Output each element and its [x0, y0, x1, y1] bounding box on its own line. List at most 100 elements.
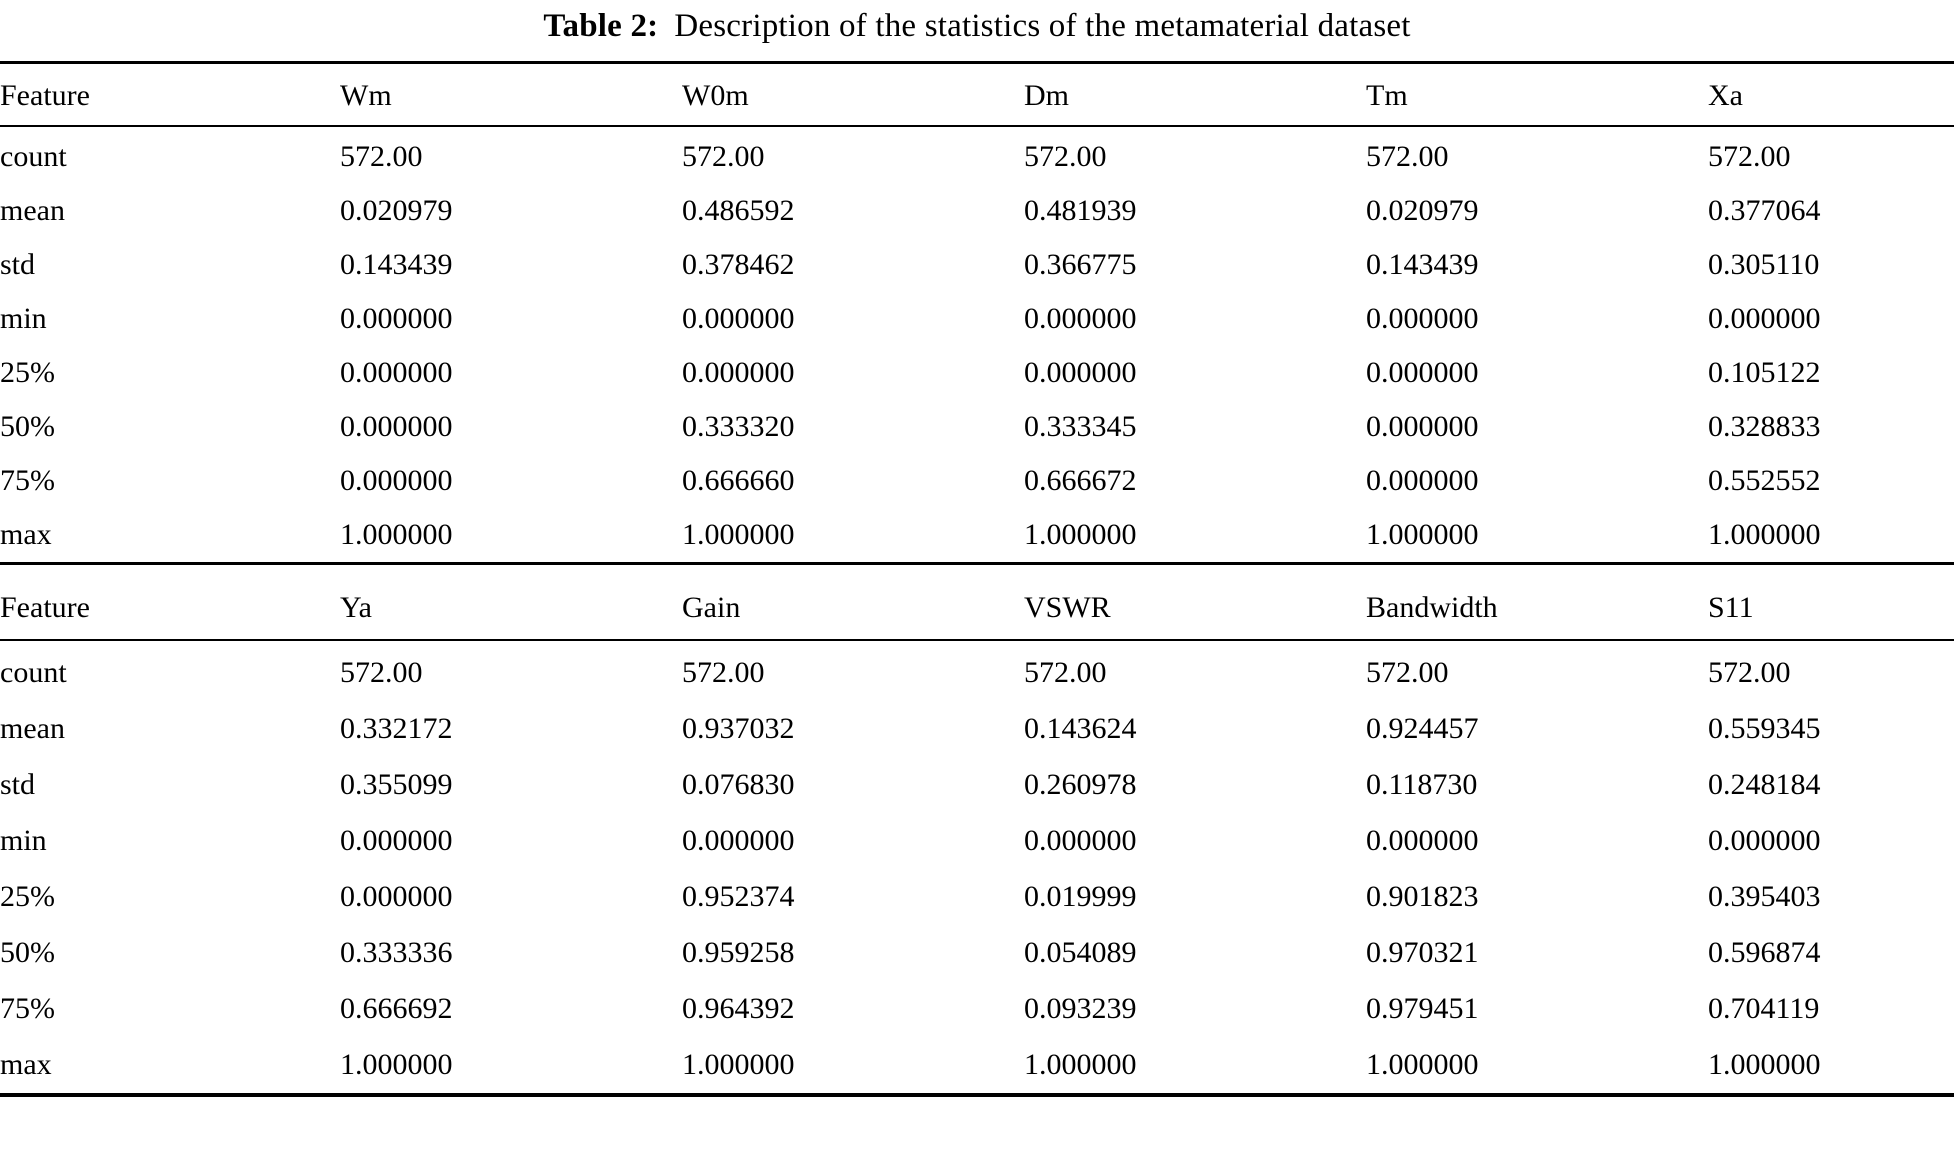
column-header: Wm — [340, 62, 682, 127]
table-row: count 572.00 572.00 572.00 572.00 572.00 — [0, 126, 1954, 184]
cell: 1.000000 — [682, 518, 795, 551]
cell: 1.000000 — [1708, 518, 1821, 551]
cell: 0.000000 — [1366, 464, 1479, 497]
cell: 0.666660 — [682, 464, 795, 497]
cell: 0.959258 — [682, 936, 795, 969]
cell: 0.937032 — [682, 712, 795, 745]
header-row: Feature Ya Gain VSWR Bandwidth S11 — [0, 565, 1954, 641]
row-label: count — [0, 140, 67, 173]
table-row: 50% 0.000000 0.333320 0.333345 0.000000 … — [0, 400, 1954, 454]
cell: 0.333336 — [340, 936, 453, 969]
cell: 0.666692 — [340, 992, 453, 1025]
cell: 572.00 — [1024, 656, 1107, 689]
column-header: Tm — [1366, 62, 1708, 127]
cell: 0.000000 — [1366, 356, 1479, 389]
cell: 1.000000 — [1024, 518, 1137, 551]
row-label: 75% — [0, 464, 55, 497]
row-label: 75% — [0, 992, 55, 1025]
cell: 572.00 — [682, 140, 765, 173]
cell: 0.000000 — [340, 302, 453, 335]
cell: 0.118730 — [1366, 768, 1478, 801]
cell: 0.000000 — [1708, 302, 1821, 335]
table-row: 25% 0.000000 0.952374 0.019999 0.901823 … — [0, 869, 1954, 925]
cell: 1.000000 — [340, 518, 453, 551]
table-row: std 0.355099 0.076830 0.260978 0.118730 … — [0, 757, 1954, 813]
column-header: Bandwidth — [1366, 565, 1708, 641]
cell: 0.000000 — [340, 410, 453, 443]
column-header: S11 — [1708, 565, 1954, 641]
cell: 1.000000 — [1024, 1048, 1137, 1081]
table-row: 75% 0.666692 0.964392 0.093239 0.979451 … — [0, 981, 1954, 1037]
row-label: 50% — [0, 410, 55, 443]
cell: 0.054089 — [1024, 936, 1137, 969]
cell: 0.332172 — [340, 712, 453, 745]
cell: 0.000000 — [1366, 824, 1479, 857]
table-row: mean 0.020979 0.486592 0.481939 0.020979… — [0, 184, 1954, 238]
cell: 0.000000 — [340, 880, 453, 913]
row-label: min — [0, 824, 47, 857]
cell: 0.328833 — [1708, 410, 1821, 443]
cell: 0.093239 — [1024, 992, 1137, 1025]
column-header: Feature — [0, 565, 340, 641]
cell: 0.260978 — [1024, 768, 1137, 801]
cell: 0.964392 — [682, 992, 795, 1025]
cell: 0.000000 — [1024, 356, 1137, 389]
column-header: Feature — [0, 62, 340, 127]
table-row: min 0.000000 0.000000 0.000000 0.000000 … — [0, 292, 1954, 346]
cell: 572.00 — [1366, 656, 1449, 689]
cell: 0.481939 — [1024, 194, 1137, 227]
cell: 0.076830 — [682, 768, 795, 801]
row-label: std — [0, 768, 36, 801]
cell: 572.00 — [1708, 656, 1791, 689]
cell: 0.970321 — [1366, 936, 1479, 969]
cell: 0.486592 — [682, 194, 795, 227]
column-header: Xa — [1708, 62, 1954, 127]
cell: 0.019999 — [1024, 880, 1137, 913]
table-row: min 0.000000 0.000000 0.000000 0.000000 … — [0, 813, 1954, 869]
column-header: Ya — [340, 565, 682, 641]
cell: 1.000000 — [1708, 1048, 1821, 1081]
cell: 572.00 — [340, 140, 423, 173]
cell: 572.00 — [1024, 140, 1107, 173]
cell: 0.377064 — [1708, 194, 1821, 227]
cell: 0.143439 — [1366, 248, 1479, 281]
cell: 0.378462 — [682, 248, 795, 281]
row-label: mean — [0, 712, 65, 745]
cell: 0.901823 — [1366, 880, 1479, 913]
cell: 572.00 — [340, 656, 423, 689]
cell: 0.000000 — [682, 356, 795, 389]
table-caption-text: Description of the statistics of the met… — [674, 8, 1411, 44]
cell: 0.000000 — [1366, 410, 1479, 443]
cell: 0.952374 — [682, 880, 795, 913]
cell: 0.924457 — [1366, 712, 1479, 745]
cell: 0.143624 — [1024, 712, 1137, 745]
table-row: count 572.00 572.00 572.00 572.00 572.00 — [0, 640, 1954, 701]
column-header: Gain — [682, 565, 1024, 641]
cell: 1.000000 — [1366, 1048, 1479, 1081]
cell: 0.000000 — [1024, 302, 1137, 335]
cell: 0.000000 — [340, 824, 453, 857]
cell: 0.333320 — [682, 410, 795, 443]
table-row: std 0.143439 0.378462 0.366775 0.143439 … — [0, 238, 1954, 292]
row-label: count — [0, 656, 67, 689]
header-row: Feature Wm W0m Dm Tm Xa — [0, 62, 1954, 127]
row-label: std — [0, 248, 36, 281]
table-row: max 1.000000 1.000000 1.000000 1.000000 … — [0, 1037, 1954, 1095]
cell: 0.552552 — [1708, 464, 1821, 497]
cell: 1.000000 — [1366, 518, 1479, 551]
row-label: min — [0, 302, 47, 335]
row-label: max — [0, 518, 52, 551]
cell: 0.248184 — [1708, 768, 1821, 801]
stats-table-upper: Feature Wm W0m Dm Tm Xa count 572.00 572… — [0, 61, 1954, 565]
cell: 0.395403 — [1708, 880, 1821, 913]
cell: 0.000000 — [340, 356, 453, 389]
row-label: 25% — [0, 356, 55, 389]
cell: 0.559345 — [1708, 712, 1821, 745]
cell: 0.333345 — [1024, 410, 1137, 443]
table-row: max 1.000000 1.000000 1.000000 1.000000 … — [0, 508, 1954, 564]
cell: 0.979451 — [1366, 992, 1479, 1025]
cell: 1.000000 — [340, 1048, 453, 1081]
column-header: VSWR — [1024, 565, 1366, 641]
column-header: W0m — [682, 62, 1024, 127]
row-label: max — [0, 1048, 52, 1081]
